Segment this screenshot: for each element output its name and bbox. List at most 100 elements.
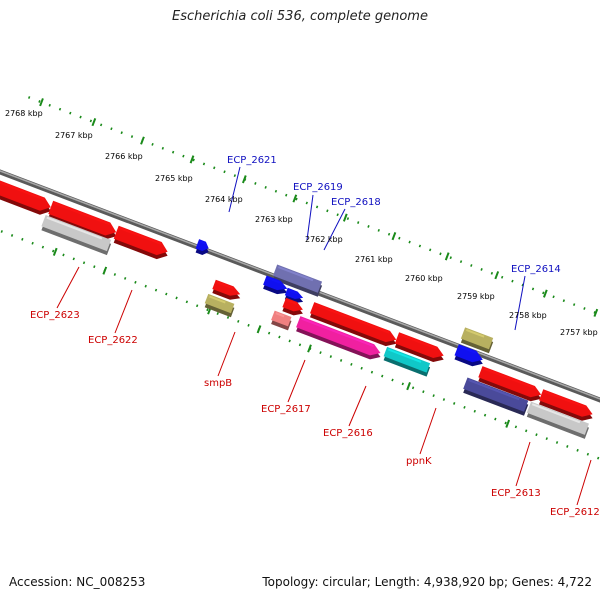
inner-minor-tick	[525, 429, 528, 433]
inner-minor-tick	[535, 433, 538, 437]
inner-minor-tick	[596, 456, 600, 460]
gene-ecp-2612	[539, 389, 593, 417]
outer-minor-tick	[27, 96, 31, 99]
outer-minor-tick	[357, 221, 360, 224]
gene-label-ecp_2612: ECP_2612	[550, 507, 600, 518]
inner-minor-tick	[319, 351, 322, 355]
gene-ecp-2616-highlight	[301, 317, 374, 347]
outer-minor-tick	[213, 166, 216, 170]
outer-minor-tick	[182, 154, 185, 158]
outer-minor-tick	[542, 291, 545, 295]
gene-label-ecp_2619: ECP_2619	[293, 182, 343, 193]
gene-ecp-2618-highlight	[288, 289, 298, 295]
inner-minor-tick	[31, 241, 34, 245]
outer-major-tick	[391, 232, 397, 241]
outer-minor-tick	[480, 268, 483, 271]
inner-minor-tick	[52, 249, 55, 253]
outer-minor-tick	[151, 142, 154, 146]
inner-minor-tick	[566, 445, 569, 448]
scale-label: 2762 kbp	[305, 235, 343, 244]
inner-minor-tick	[237, 319, 240, 323]
inner-minor-tick	[267, 331, 271, 335]
leader-ecp_2613	[515, 441, 531, 487]
outer-major-tick	[342, 213, 348, 222]
inner-minor-tick	[422, 390, 425, 394]
outer-major-tick	[39, 98, 44, 107]
outer-minor-tick	[377, 228, 380, 232]
outer-minor-tick	[79, 115, 82, 119]
inner-minor-tick	[62, 253, 65, 257]
inner-minor-tick	[329, 355, 332, 358]
outer-minor-tick	[254, 182, 257, 185]
outer-minor-tick	[274, 189, 278, 193]
outer-major-tick	[189, 155, 195, 164]
gene-smpb-red-highlight	[216, 281, 234, 290]
outer-minor-tick	[315, 205, 319, 209]
inner-minor-tick	[134, 280, 137, 284]
outer-minor-tick	[583, 307, 586, 310]
scale-label: 2764 kbp	[205, 195, 243, 204]
outer-minor-tick	[490, 271, 494, 275]
gene-gray-1-highlight	[46, 216, 103, 240]
inner-minor-tick	[216, 312, 219, 315]
gene-gray-1	[41, 215, 112, 252]
gene-red-3-highlight	[315, 303, 390, 334]
leader-ecp_2622	[114, 289, 133, 334]
leader-ecp_2614	[514, 275, 526, 331]
gene-gray-2	[526, 401, 589, 435]
inner-minor-tick	[504, 421, 507, 425]
inner-minor-tick	[494, 417, 497, 421]
inner-minor-tick	[370, 370, 374, 374]
inner-minor-tick	[21, 237, 24, 241]
inner-minor-tick	[10, 234, 14, 237]
gene-ecp-2621	[195, 239, 209, 251]
gene-ecp-2614-highlight	[459, 345, 477, 354]
inner-minor-tick	[0, 230, 3, 233]
outer-minor-tick	[367, 225, 370, 228]
gene-label-ecp_2621: ECP_2621	[227, 155, 277, 166]
label-leader-lines	[56, 166, 592, 506]
inner-minor-tick	[247, 323, 250, 327]
inner-minor-tick	[41, 245, 45, 249]
leader-ecp_2623	[56, 266, 80, 309]
outer-major-tick	[542, 289, 548, 298]
outer-minor-tick	[346, 217, 350, 221]
inner-minor-tick	[576, 448, 579, 452]
outer-minor-tick	[130, 135, 134, 138]
inner-minor-tick	[381, 374, 384, 378]
outer-minor-tick	[285, 193, 288, 197]
inner-major-tick	[52, 247, 58, 256]
scale-label: 2759 kbp	[457, 292, 495, 301]
inner-minor-tick	[339, 359, 343, 362]
outer-minor-tick	[562, 299, 566, 303]
gene-ecp-2622-highlight	[54, 202, 110, 226]
outer-major-tick	[593, 308, 599, 317]
outer-minor-tick	[572, 303, 576, 306]
outer-minor-tick	[470, 264, 473, 267]
inner-minor-tick	[206, 308, 209, 312]
inner-minor-tick	[432, 394, 435, 398]
inner-minor-tick	[453, 402, 456, 405]
leader-ecp_2616	[348, 385, 367, 427]
gene-label-ecp_2617: ECP_2617	[261, 404, 311, 415]
leader-ecp_2621	[228, 166, 241, 213]
inner-tick-ring	[0, 230, 600, 460]
outer-major-tick	[91, 117, 97, 127]
genome-summary-text: Topology: circular; Length: 4,938,920 bp…	[262, 575, 592, 589]
outer-minor-tick	[500, 275, 504, 279]
inner-minor-tick	[391, 378, 394, 382]
leader-ppnk	[419, 407, 437, 455]
outer-minor-tick	[459, 260, 463, 264]
inner-minor-tick	[350, 362, 353, 366]
inner-major-tick	[505, 419, 511, 428]
gene-khaki-2	[460, 327, 494, 350]
outer-minor-tick	[120, 131, 123, 135]
inner-minor-tick	[175, 296, 178, 300]
gene-red-2-highlight	[286, 299, 297, 305]
scale-label: 2761 kbp	[355, 255, 393, 264]
outer-minor-tick	[336, 213, 339, 217]
scale-label: 2760 kbp	[405, 274, 443, 283]
outer-minor-tick	[398, 236, 401, 240]
inner-minor-tick	[514, 425, 518, 429]
